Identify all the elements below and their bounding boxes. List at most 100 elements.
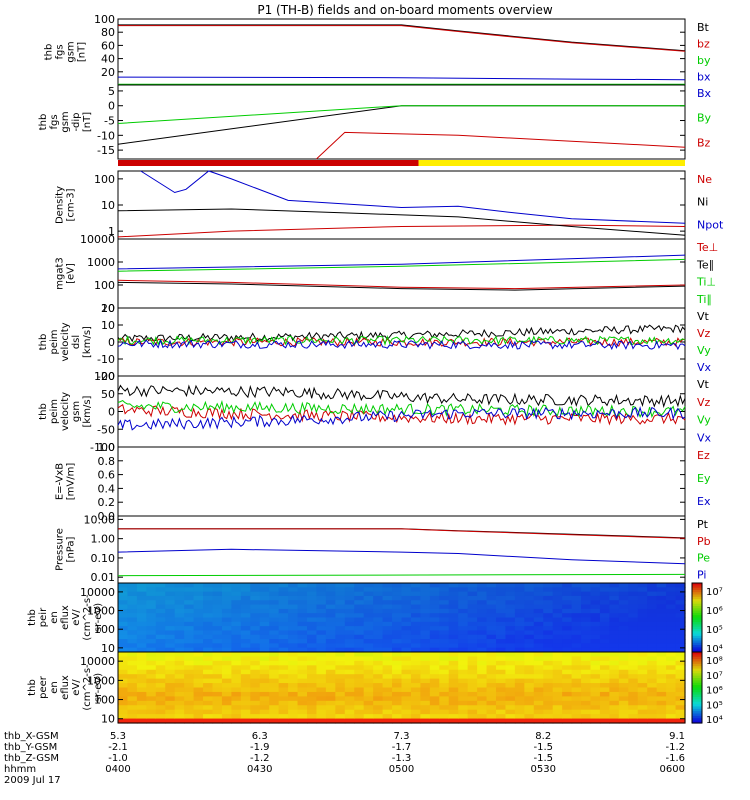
heatmap-cell	[439, 652, 450, 658]
heatmap-cell	[269, 591, 280, 597]
heatmap-cell	[599, 714, 610, 720]
heatmap-cell	[278, 709, 289, 715]
heatmap-cell	[344, 714, 355, 720]
heatmap-cell	[221, 678, 232, 684]
y-axis-label: [eV]	[66, 263, 77, 284]
heatmap-cell	[184, 608, 195, 614]
heatmap-cell	[231, 608, 242, 614]
heatmap-cell	[552, 696, 563, 702]
heatmap-cell	[410, 683, 421, 689]
heatmap-cell	[297, 718, 308, 724]
heatmap-cell	[382, 718, 393, 724]
heatmap-cell	[363, 665, 374, 671]
heatmap-cell	[297, 604, 308, 610]
heatmap-cell	[307, 669, 318, 675]
heatmap-cell	[373, 626, 384, 632]
x-tick-label: -1.0	[108, 753, 128, 764]
heatmap-cell	[609, 652, 620, 658]
heatmap-cell	[193, 617, 204, 623]
y-tick-label: 0.01	[91, 571, 116, 584]
heatmap-cell	[118, 595, 129, 601]
heatmap-cell	[524, 714, 535, 720]
heatmap-cell	[477, 696, 488, 702]
heatmap-cell	[666, 700, 677, 706]
heatmap-cell	[278, 595, 289, 601]
y-tick-label: 10	[101, 319, 115, 332]
heatmap-cell	[325, 714, 336, 720]
heatmap-cell	[221, 705, 232, 711]
heatmap-cell	[382, 691, 393, 697]
heatmap-cell	[278, 613, 289, 619]
heatmap-cell	[467, 608, 478, 614]
heatmap-cell	[552, 583, 563, 588]
heatmap-cell	[354, 678, 365, 684]
heatmap-cell	[136, 674, 147, 680]
heatmap-cell	[325, 639, 336, 644]
y-axis-label: peer	[38, 675, 49, 699]
heatmap-cell	[165, 674, 176, 680]
heatmap-cell	[429, 709, 440, 715]
heatmap-cell	[571, 652, 582, 658]
heatmap-cell	[571, 678, 582, 684]
heatmap-cell	[250, 660, 261, 666]
heatmap-cell	[675, 600, 686, 606]
heatmap-cell	[325, 643, 336, 649]
legend-entry: Vy	[697, 414, 711, 427]
heatmap-cell	[599, 604, 610, 610]
heatmap-cell	[448, 683, 459, 689]
heatmap-cell	[420, 608, 431, 614]
y-axis-label: eflux	[60, 605, 71, 630]
heatmap-cell	[250, 718, 261, 724]
heatmap-cell	[127, 687, 138, 693]
heatmap-cell	[656, 665, 667, 671]
heatmap-cell	[410, 600, 421, 606]
heatmap-cell	[316, 674, 327, 680]
heatmap-cell	[458, 705, 469, 711]
heatmap-cell	[127, 630, 138, 636]
heatmap-cell	[543, 647, 554, 653]
heatmap-cell	[297, 687, 308, 693]
heatmap-cell	[165, 621, 176, 627]
heatmap-cell	[675, 617, 686, 623]
heatmap-cell	[458, 583, 469, 588]
heatmap-cell	[259, 669, 270, 675]
date-label: 2009 Jul 17	[4, 775, 61, 786]
heatmap-cell	[250, 613, 261, 619]
heatmap-cell	[203, 669, 214, 675]
heatmap-cell	[675, 718, 686, 724]
heatmap-cell	[514, 630, 525, 636]
heatmap-cell	[363, 656, 374, 662]
heatmap-cell	[467, 718, 478, 724]
colorbar-swatch	[692, 622, 702, 625]
heatmap-cell	[127, 591, 138, 597]
heatmap-cell	[552, 600, 563, 606]
heatmap-cell	[231, 604, 242, 610]
heatmap-cell	[524, 705, 535, 711]
heatmap-cell	[599, 691, 610, 697]
heatmap-cell	[231, 718, 242, 724]
heatmap-cell	[212, 652, 223, 658]
heatmap-cell	[344, 674, 355, 680]
heatmap-cell	[486, 696, 497, 702]
heatmap-cell	[136, 652, 147, 658]
heatmap-cell	[429, 591, 440, 597]
heatmap-cell	[288, 600, 299, 606]
heatmap-cell	[212, 617, 223, 623]
heatmap-cell	[203, 595, 214, 601]
heatmap-cell	[599, 591, 610, 597]
colorbar-swatch	[692, 694, 702, 698]
legend-entry: Vx	[697, 361, 712, 374]
heatmap-cell	[118, 669, 129, 675]
heatmap-cell	[410, 652, 421, 658]
heatmap-cell	[127, 700, 138, 706]
heatmap-cell	[316, 608, 327, 614]
series-line	[117, 281, 686, 291]
heatmap-cell	[174, 587, 185, 593]
heatmap-cell	[571, 639, 582, 644]
heatmap-cell	[552, 634, 563, 640]
heatmap-cell	[259, 718, 270, 724]
heatmap-cell	[250, 665, 261, 671]
heatmap-cell	[486, 674, 497, 680]
heatmap-cell	[420, 652, 431, 658]
